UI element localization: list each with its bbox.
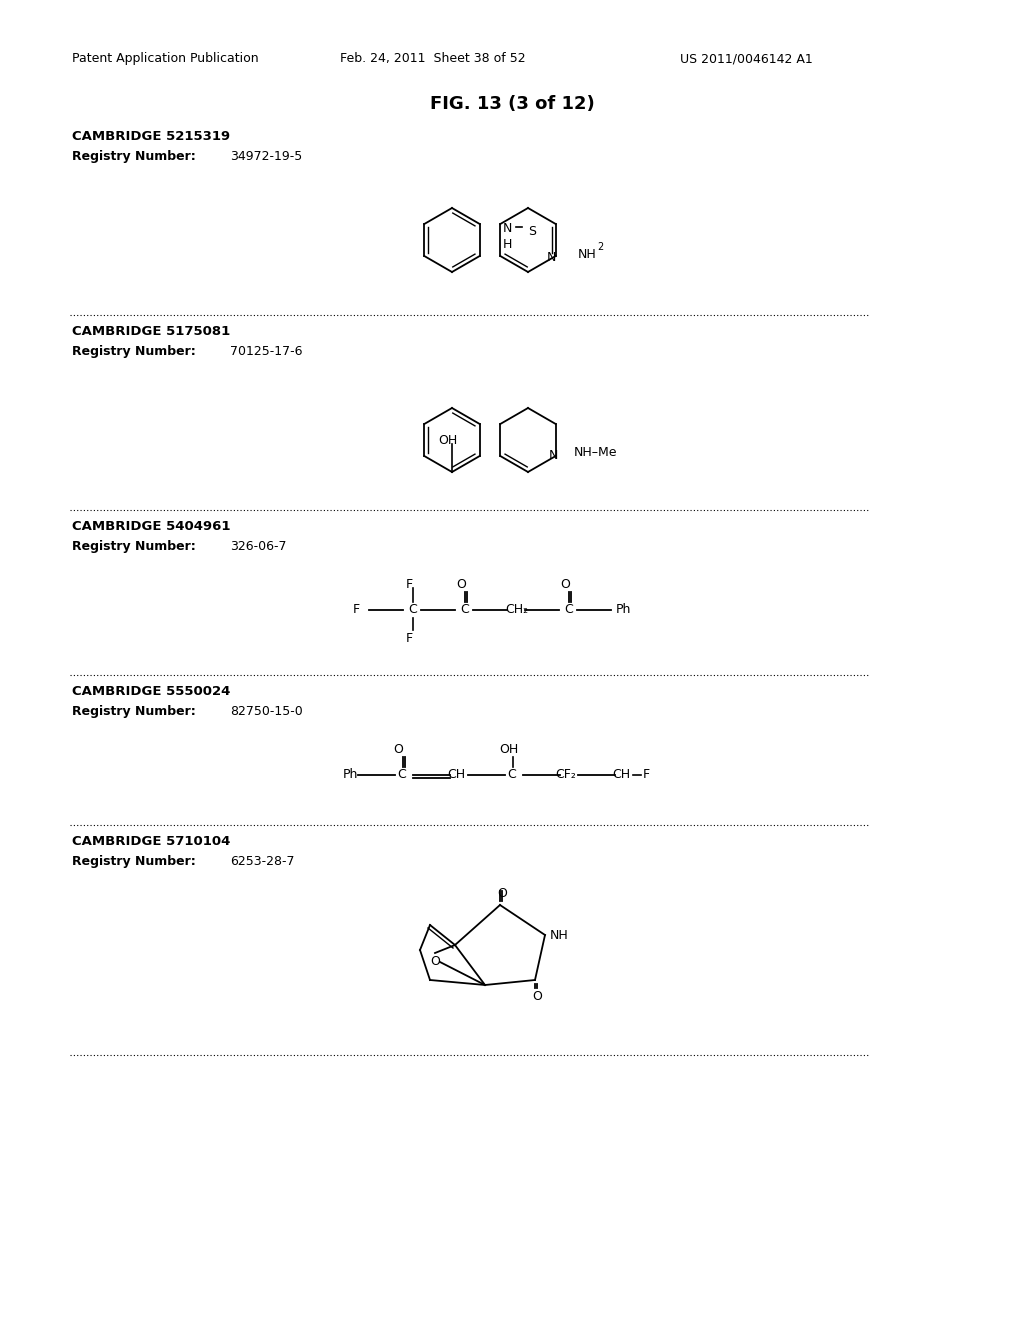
Text: N: N: [503, 222, 512, 235]
Text: O: O: [497, 887, 507, 900]
Text: CAMBRIDGE 5404961: CAMBRIDGE 5404961: [72, 520, 230, 533]
Text: O: O: [430, 954, 440, 968]
Text: C: C: [408, 603, 417, 616]
Text: 2: 2: [598, 242, 604, 252]
Text: 326-06-7: 326-06-7: [230, 540, 287, 553]
Text: 6253-28-7: 6253-28-7: [230, 855, 295, 869]
Text: CAMBRIDGE 5550024: CAMBRIDGE 5550024: [72, 685, 230, 698]
Text: Registry Number:: Registry Number:: [72, 150, 196, 162]
Text: Registry Number:: Registry Number:: [72, 855, 196, 869]
Text: F: F: [406, 632, 413, 645]
Text: N: N: [547, 251, 556, 264]
Text: OH: OH: [499, 743, 518, 756]
Text: C: C: [564, 603, 572, 616]
Text: CH₂: CH₂: [505, 603, 528, 616]
Text: Registry Number:: Registry Number:: [72, 540, 196, 553]
Text: Registry Number:: Registry Number:: [72, 705, 196, 718]
Text: NH: NH: [550, 929, 568, 942]
Text: F: F: [406, 578, 413, 591]
Text: 70125-17-6: 70125-17-6: [230, 345, 302, 358]
Text: 34972-19-5: 34972-19-5: [230, 150, 302, 162]
Text: O: O: [532, 990, 542, 1003]
Text: FIG. 13 (3 of 12): FIG. 13 (3 of 12): [430, 95, 594, 114]
Text: O: O: [456, 578, 466, 591]
Text: F: F: [642, 768, 649, 781]
Text: O: O: [560, 578, 570, 591]
Text: Patent Application Publication: Patent Application Publication: [72, 51, 259, 65]
Text: NH: NH: [578, 248, 596, 261]
Text: O: O: [393, 743, 403, 756]
Text: OH: OH: [438, 434, 458, 447]
Text: CAMBRIDGE 5215319: CAMBRIDGE 5215319: [72, 129, 230, 143]
Text: N: N: [549, 449, 558, 462]
Text: S: S: [528, 224, 537, 238]
Text: 82750-15-0: 82750-15-0: [230, 705, 303, 718]
Text: Feb. 24, 2011  Sheet 38 of 52: Feb. 24, 2011 Sheet 38 of 52: [340, 51, 525, 65]
Text: NH–Me: NH–Me: [573, 446, 617, 459]
Text: Registry Number:: Registry Number:: [72, 345, 196, 358]
Text: CH: CH: [612, 768, 631, 781]
Text: Ph: Ph: [616, 603, 632, 616]
Text: CH: CH: [447, 768, 466, 781]
Text: C: C: [508, 768, 516, 781]
Text: H: H: [503, 238, 512, 251]
Text: C: C: [460, 603, 469, 616]
Text: CF₂: CF₂: [555, 768, 577, 781]
Text: Ph: Ph: [342, 768, 357, 781]
Text: CAMBRIDGE 5710104: CAMBRIDGE 5710104: [72, 836, 230, 847]
Text: US 2011/0046142 A1: US 2011/0046142 A1: [680, 51, 813, 65]
Text: CAMBRIDGE 5175081: CAMBRIDGE 5175081: [72, 325, 230, 338]
Text: F: F: [353, 603, 360, 616]
Text: C: C: [397, 768, 407, 781]
